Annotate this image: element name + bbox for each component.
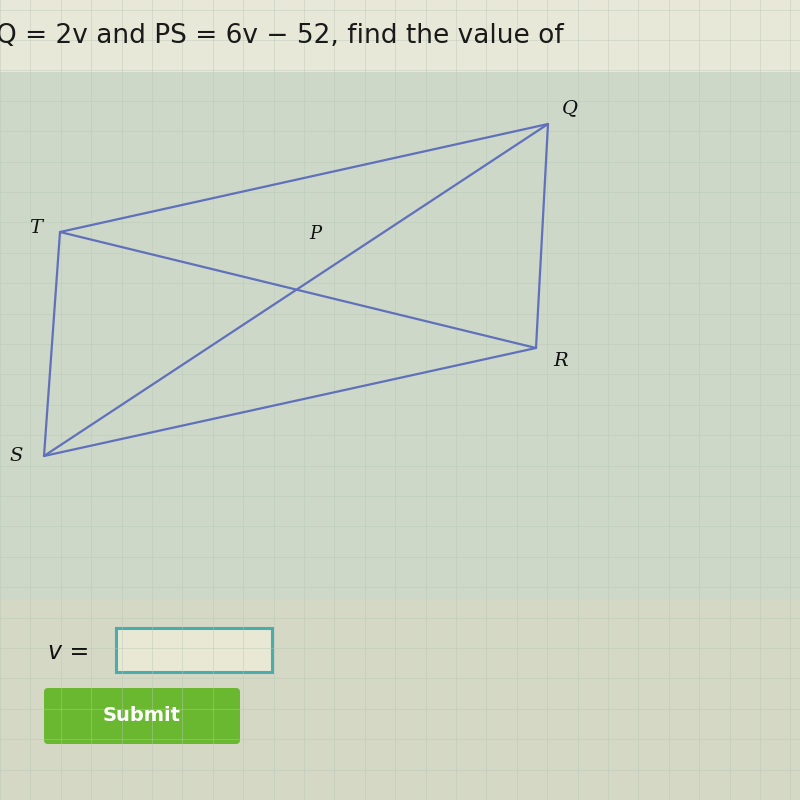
FancyBboxPatch shape xyxy=(0,600,800,800)
Text: Q = 2v and PS = 6v − 52, find the value of: Q = 2v and PS = 6v − 52, find the value … xyxy=(0,23,564,49)
Text: R: R xyxy=(554,351,568,370)
FancyBboxPatch shape xyxy=(0,0,800,72)
Text: Q: Q xyxy=(562,99,578,117)
Text: P: P xyxy=(309,225,321,242)
Text: Submit: Submit xyxy=(102,706,181,725)
FancyBboxPatch shape xyxy=(116,628,272,672)
Text: T: T xyxy=(30,219,42,238)
Text: v =: v = xyxy=(48,640,90,664)
FancyBboxPatch shape xyxy=(44,688,240,744)
Text: S: S xyxy=(10,447,23,465)
